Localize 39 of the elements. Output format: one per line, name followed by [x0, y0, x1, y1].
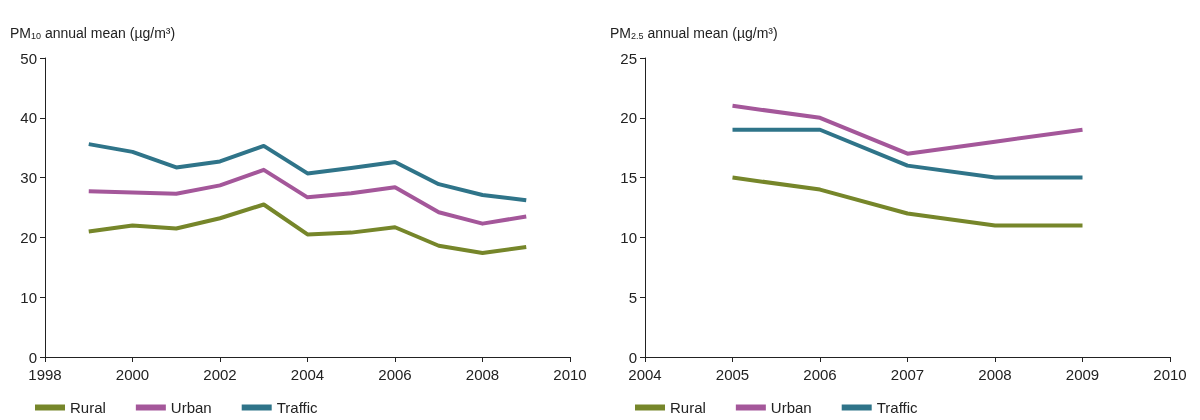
- x-tick-label: 2007: [890, 366, 925, 383]
- x-tick-label: 2010: [553, 366, 587, 383]
- line-series: [730, 175, 1085, 228]
- y-tick-label: 10: [20, 288, 37, 306]
- line-series: [86, 142, 529, 203]
- y-tick-label: 20: [620, 109, 637, 127]
- y-tick-label: 50: [20, 49, 37, 67]
- x-tick-label: 1998: [28, 366, 62, 383]
- x-tick-label: 2008: [978, 366, 1012, 383]
- y-tick-label: 15: [620, 169, 637, 187]
- y-tick-label: 40: [20, 109, 37, 127]
- x-tick-label: 2008: [465, 366, 500, 383]
- x-tick-label: 2000: [115, 366, 150, 383]
- legend-label: Urban: [170, 399, 212, 416]
- x-tick-label: 2006: [803, 366, 837, 383]
- y-tick-label: 30: [20, 169, 37, 187]
- legend-label: Traffic: [276, 399, 319, 416]
- x-tick-label: 2006: [378, 366, 412, 383]
- y-tick-label: 0: [28, 348, 37, 366]
- y-axis-title: PM10 annual mean (µg/m³): [10, 24, 176, 41]
- line-series: [86, 202, 529, 255]
- x-tick-label: 2004: [628, 366, 662, 383]
- legend-label: Urban: [770, 399, 812, 416]
- y-tick-label: 10: [620, 228, 637, 246]
- x-tick-label: 2009: [1065, 366, 1100, 383]
- legend-label: Rural: [670, 399, 706, 416]
- x-tick-label: 2005: [715, 366, 750, 383]
- y-tick-label: 5: [628, 288, 637, 306]
- line-series: [730, 103, 1085, 156]
- x-tick-label: 2010: [1153, 366, 1187, 383]
- x-tick-label: 2004: [290, 366, 325, 383]
- legend-label: Rural: [70, 399, 106, 416]
- y-tick-label: 0: [628, 348, 637, 366]
- y-tick-label: 20: [20, 228, 37, 246]
- line-series: [86, 167, 529, 226]
- y-axis-title: PM2.5 annual mean (µg/m³): [610, 24, 778, 41]
- y-tick-label: 25: [620, 49, 637, 67]
- legend-label: Traffic: [876, 399, 919, 416]
- x-tick-label: 2002: [203, 366, 237, 383]
